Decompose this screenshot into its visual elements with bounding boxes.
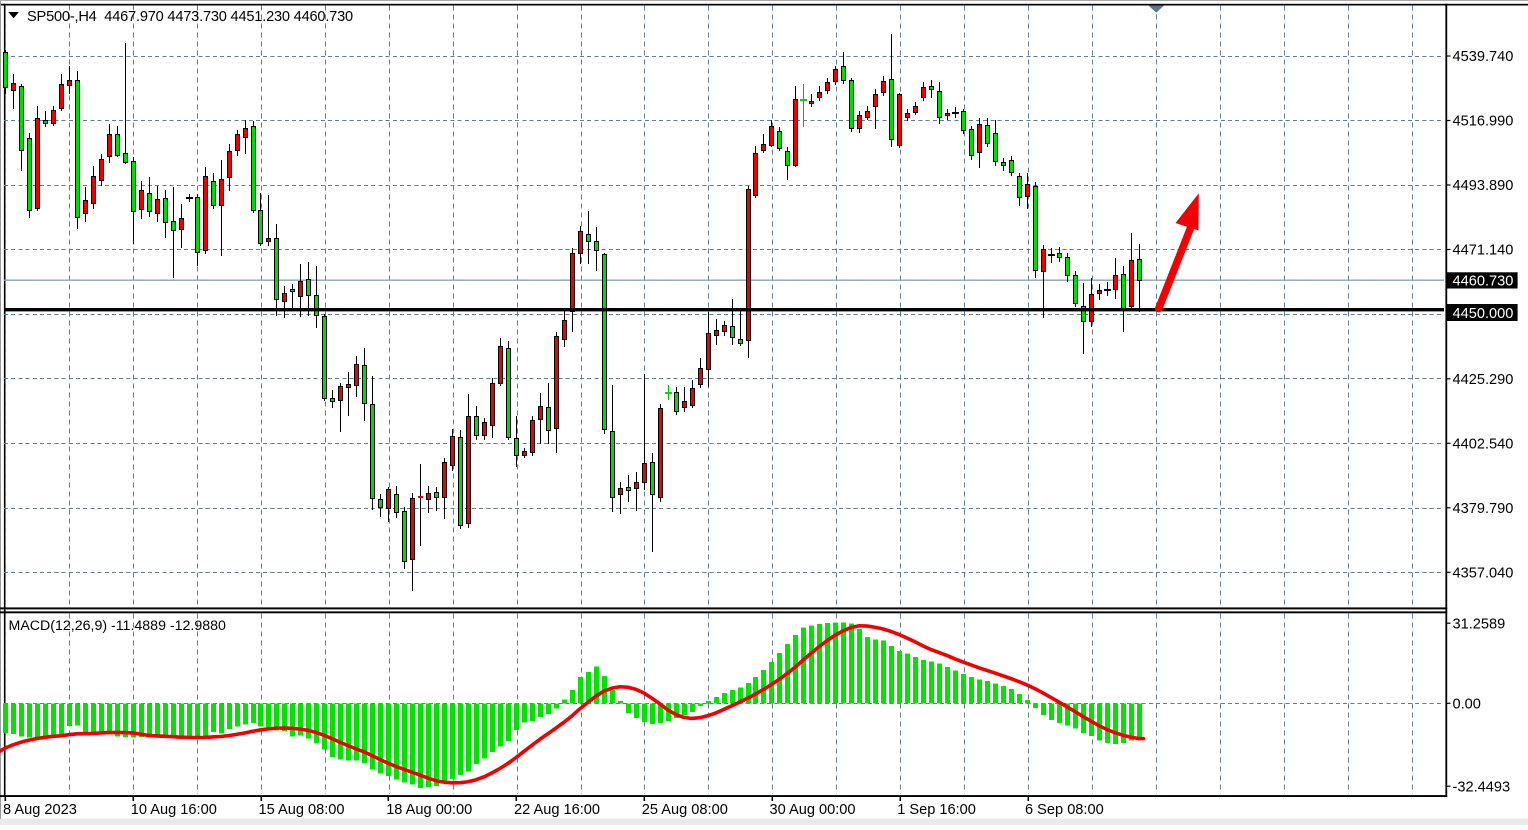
svg-text:SP500-,H4 4467.970 4473.730 4: SP500-,H4 4467.970 4473.730 4451.230 446… (27, 9, 353, 25)
svg-text:0.00: 0.00 (1453, 697, 1481, 713)
svg-text:4471.140: 4471.140 (1453, 243, 1514, 259)
svg-text:4460.730: 4460.730 (1453, 274, 1514, 290)
svg-text:4425.290: 4425.290 (1453, 372, 1514, 388)
svg-text:MACD(12,26,9) -11.4889 -12.988: MACD(12,26,9) -11.4889 -12.9880 (9, 618, 227, 634)
svg-text:6 Sep 08:00: 6 Sep 08:00 (1025, 802, 1104, 818)
svg-text:4539.740: 4539.740 (1453, 49, 1514, 65)
svg-text:31.2589: 31.2589 (1453, 616, 1506, 632)
svg-text:10 Aug 16:00: 10 Aug 16:00 (131, 802, 217, 818)
svg-text:4402.540: 4402.540 (1453, 437, 1514, 453)
svg-text:-32.4493: -32.4493 (1453, 779, 1511, 795)
svg-text:15 Aug 08:00: 15 Aug 08:00 (259, 802, 345, 818)
svg-text:1 Sep 16:00: 1 Sep 16:00 (897, 802, 976, 818)
svg-text:25 Aug 08:00: 25 Aug 08:00 (642, 802, 728, 818)
svg-text:4450.000: 4450.000 (1453, 306, 1514, 322)
svg-text:4357.040: 4357.040 (1453, 566, 1514, 582)
svg-text:30 Aug 00:00: 30 Aug 00:00 (770, 802, 856, 818)
svg-text:4379.790: 4379.790 (1453, 501, 1514, 517)
svg-text:22 Aug 16:00: 22 Aug 16:00 (514, 802, 600, 818)
svg-text:4516.990: 4516.990 (1453, 114, 1514, 130)
svg-text:8 Aug 2023: 8 Aug 2023 (3, 802, 77, 818)
svg-text:18 Aug 00:00: 18 Aug 00:00 (386, 802, 472, 818)
svg-text:4493.890: 4493.890 (1453, 178, 1514, 194)
